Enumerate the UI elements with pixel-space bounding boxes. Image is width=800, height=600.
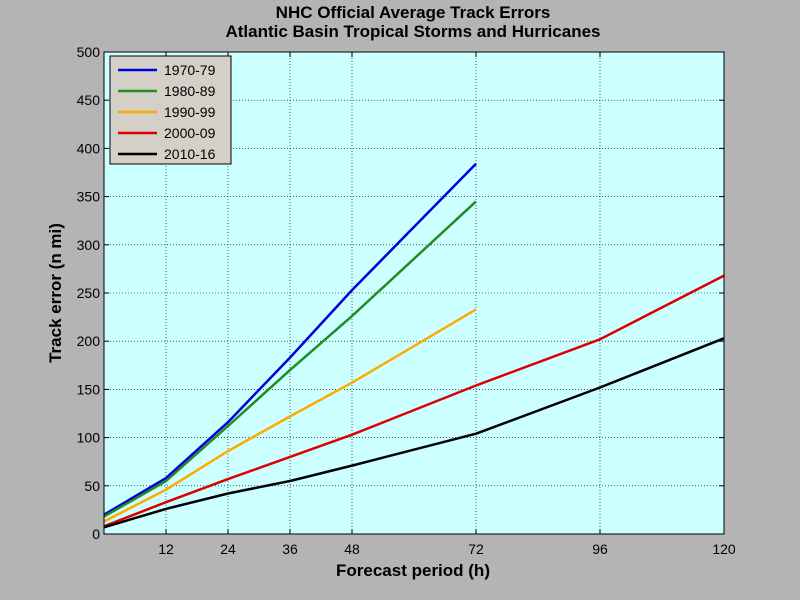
- x-tick-label: 12: [158, 541, 174, 557]
- y-tick-label: 0: [92, 526, 100, 542]
- y-tick-label: 100: [77, 430, 101, 446]
- y-axis-label: Track error (n mi): [46, 223, 65, 363]
- y-tick-label: 250: [77, 285, 101, 301]
- x-tick-label: 96: [592, 541, 608, 557]
- legend: 1970-79 1980-89 1990-99 2000-09 2010-16: [109, 55, 232, 165]
- x-tick-label: 72: [468, 541, 484, 557]
- x-tick-label: 24: [220, 541, 236, 557]
- legend-box: [109, 55, 232, 165]
- x-axis-label: Forecast period (h): [336, 561, 490, 580]
- y-tick-label: 200: [77, 333, 101, 349]
- chart-subtitle: Atlantic Basin Tropical Storms and Hurri…: [225, 22, 600, 41]
- series-line-1980-89: [103, 200, 477, 518]
- chart-title: NHC Official Average Track Errors: [276, 3, 551, 22]
- legend-label-1990-99: 1990-99: [164, 104, 216, 120]
- x-tick-label: 120: [712, 541, 736, 557]
- series-line-2010-16: [103, 337, 725, 529]
- x-tick-label: 36: [282, 541, 298, 557]
- y-tick-label: 400: [77, 140, 101, 156]
- series-line-1990-99: [103, 308, 477, 523]
- series-lines: [103, 162, 725, 529]
- legend-label-2010-16: 2010-16: [164, 146, 216, 162]
- y-axis-ticks: 0 50 100 150 200 250 300 350 400 450 500: [77, 44, 724, 542]
- grid-lines: [104, 52, 725, 534]
- y-tick-label: 300: [77, 237, 101, 253]
- legend-label-1970-79: 1970-79: [164, 62, 216, 78]
- y-tick-label: 500: [77, 44, 101, 60]
- y-tick-label: 150: [77, 381, 101, 397]
- legend-label-2000-09: 2000-09: [164, 125, 216, 141]
- legend-label-1980-89: 1980-89: [164, 83, 216, 99]
- series-line-2000-09: [103, 274, 725, 528]
- y-tick-label: 450: [77, 92, 101, 108]
- y-tick-label: 350: [77, 189, 101, 205]
- series-line-1970-79: [103, 162, 477, 516]
- y-tick-label: 50: [84, 478, 100, 494]
- x-axis-ticks: 12 24 36 48 72 96 120: [158, 52, 736, 557]
- x-tick-label: 48: [344, 541, 360, 557]
